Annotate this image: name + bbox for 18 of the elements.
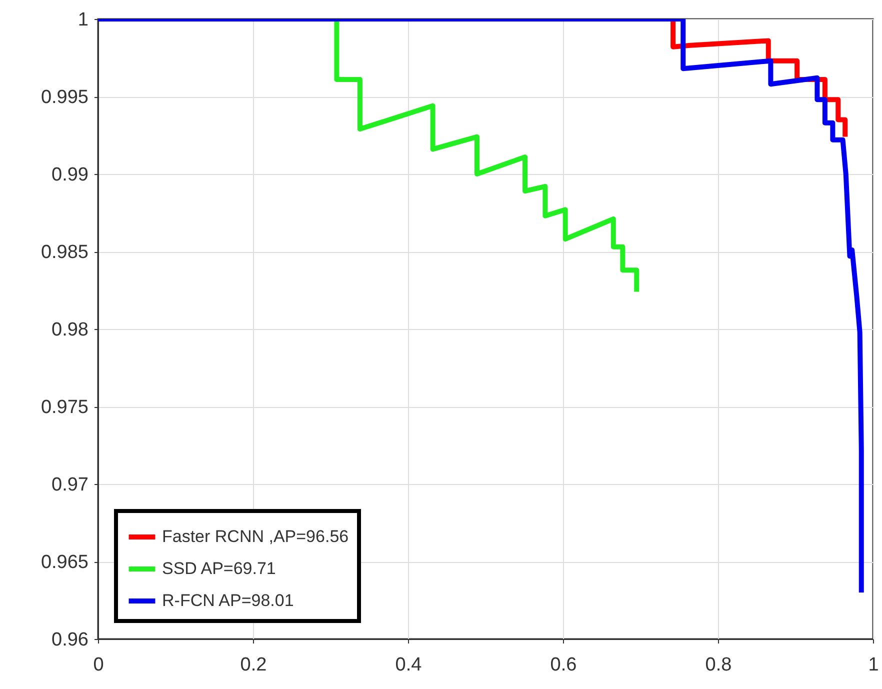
x-tick-label: 1: [868, 654, 879, 676]
y-tick-label: 0.98: [52, 320, 88, 340]
y-tick-label: 0.97: [52, 474, 88, 496]
y-tick-label: 0.99: [52, 164, 88, 186]
legend-label: R-FCN AP=98.01: [162, 591, 294, 610]
y-tick-label: 0.995: [40, 87, 88, 108]
x-tick-label: 0.2: [240, 654, 267, 676]
y-tick-label: 1: [78, 10, 88, 30]
y-tick-label: 0.96: [52, 630, 88, 650]
x-tick-label: 0.8: [705, 654, 732, 676]
legend-label: SSD AP=69.71: [162, 559, 276, 578]
y-tick-label: 0.985: [40, 242, 88, 263]
x-tick-label: 0.6: [550, 654, 577, 676]
y-tick-label: 0.975: [40, 397, 88, 418]
x-tick-label: 0: [93, 654, 104, 676]
y-tick-label: 0.965: [40, 552, 88, 573]
legend-label: Faster RCNN ,AP=96.56: [162, 527, 349, 546]
x-tick-label: 0.4: [395, 654, 422, 676]
